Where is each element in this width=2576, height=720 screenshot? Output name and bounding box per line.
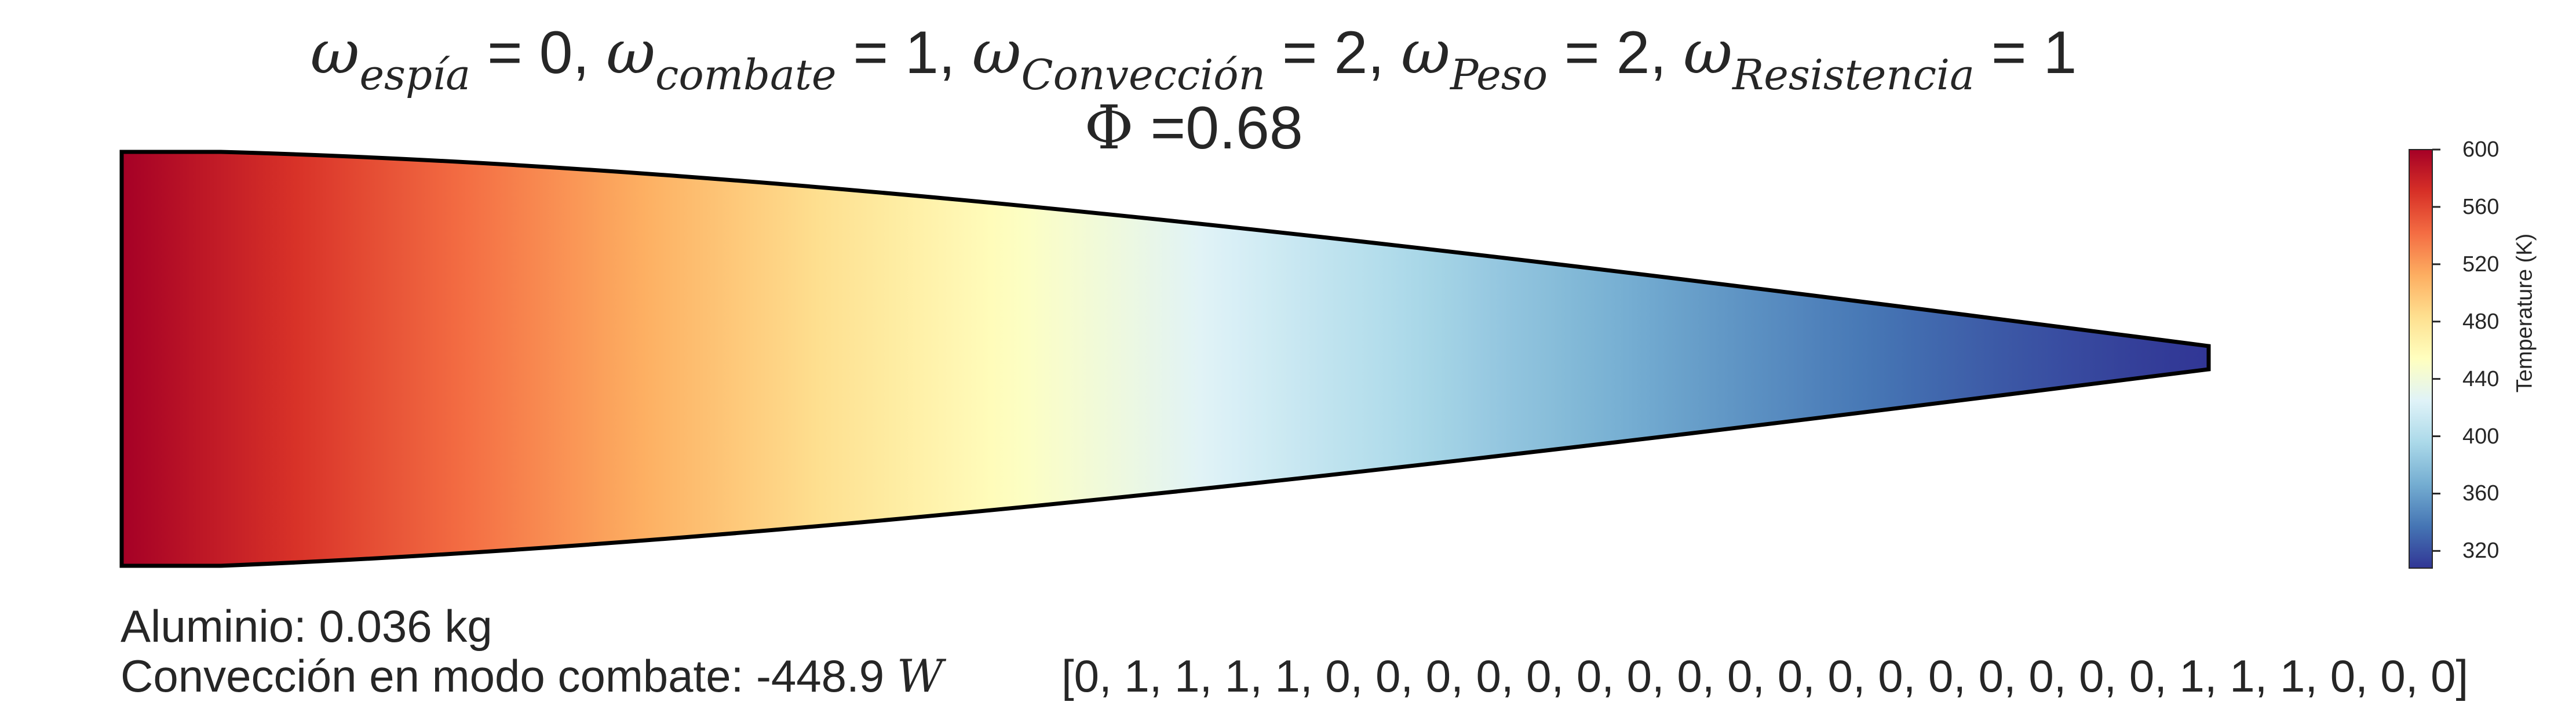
colorbar-tick-label: 320 (2462, 539, 2500, 563)
weight-subscript: Peso (1450, 50, 1548, 99)
weight-value: = 2, (1265, 19, 1402, 86)
phi-value: =0.68 (1133, 94, 1303, 162)
phi-symbol: Φ (1084, 92, 1134, 163)
colorbar-gradient (2409, 149, 2433, 569)
weight-value: = 2, (1548, 19, 1684, 86)
colorbar-tick-label: 360 (2462, 481, 2500, 506)
weight-subscript: combate (655, 50, 837, 99)
colorbar-tick-label: 520 (2462, 252, 2500, 277)
weight-conveccin-symbol: ωConvección (972, 17, 1265, 99)
weight-combate-symbol: ωcombate (606, 17, 837, 99)
weight-value: = 1 (1975, 19, 2077, 86)
weight-espa-symbol: ωespía (310, 17, 471, 99)
colorbar-tick-label: 440 (2462, 366, 2500, 391)
weight-subscript: Convección (1021, 50, 1266, 99)
colorbar-tick-label: 400 (2462, 424, 2500, 449)
colorbar-label: Temperature (K) (2512, 233, 2537, 393)
weight-resistencia-symbol: ωResistencia (1683, 17, 1975, 99)
colorbar-tick-label: 560 (2462, 194, 2500, 219)
convection-unit: W (896, 650, 943, 703)
weight-subscript: Resistencia (1732, 50, 1975, 99)
weight-subscript: espía (359, 50, 471, 99)
colorbar (2409, 148, 2440, 569)
colorbar-tick-label: 480 (2462, 309, 2500, 334)
weight-value: = 0, (470, 19, 607, 86)
chart-title-weights: ωespía = 0, ωcombate = 1, ωConvección = … (0, 17, 2387, 99)
material-mass-text: Aluminio: 0.036 kg (121, 601, 492, 652)
chart-title-phi: Φ =0.68 (0, 93, 2387, 163)
convection-text: Convección en modo combate: -448.9 W (121, 649, 943, 703)
weight-value: = 1, (836, 19, 972, 86)
convection-value: Convección en modo combate: -448.9 (121, 650, 897, 701)
colorbar-tick-label: 600 (2462, 137, 2500, 162)
fin-profile-outline (119, 150, 2211, 568)
configuration-vector: [0, 1, 1, 1, 1, 0, 0, 0, 0, 0, 0, 0, 0, … (1061, 650, 2469, 701)
weight-peso-symbol: ωPeso (1401, 17, 1548, 99)
colorbar-tick-marks (2432, 148, 2440, 552)
fin-profile-fill (122, 152, 2209, 566)
